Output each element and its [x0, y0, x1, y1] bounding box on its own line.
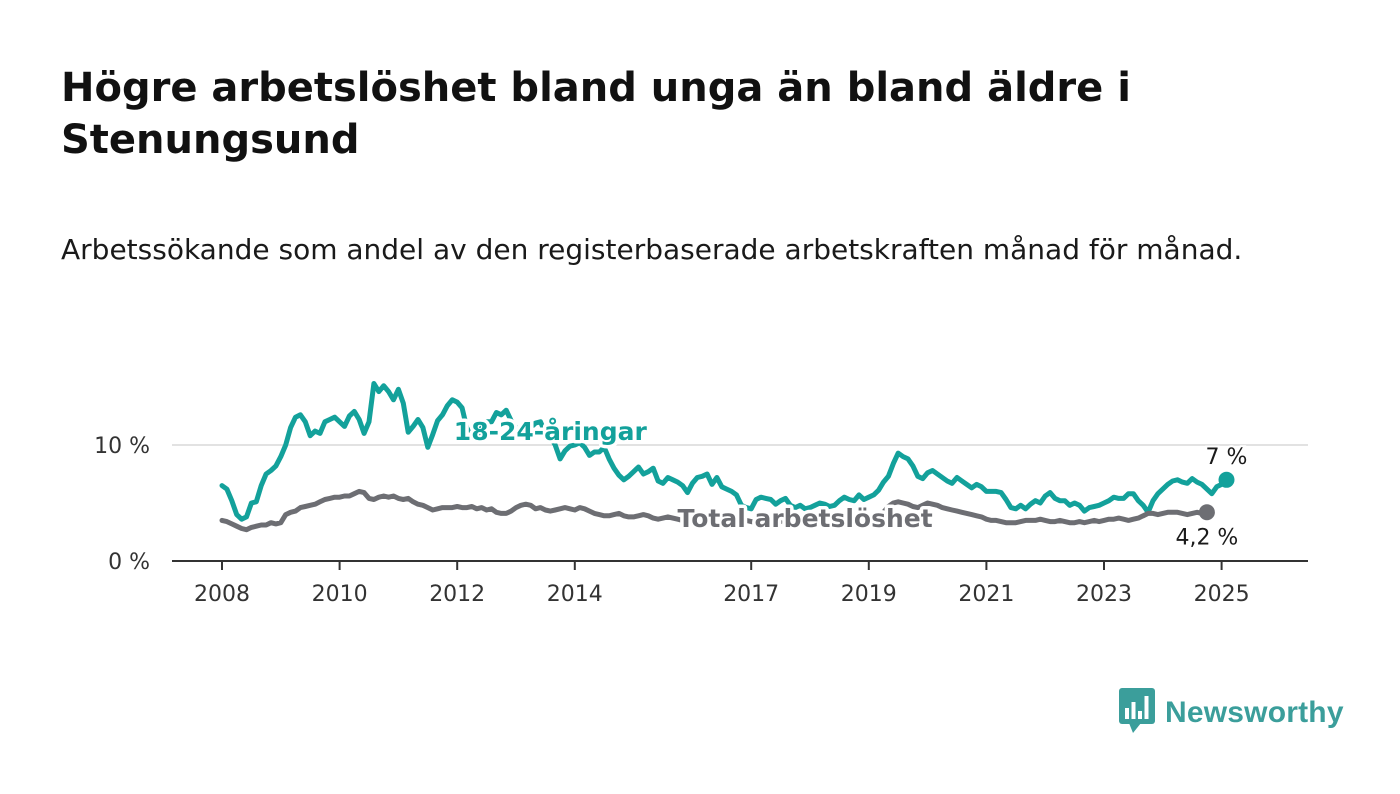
- newsworthy-logo: Newsworthy: [1119, 688, 1344, 738]
- series-name-label: 18-24-åringar: [454, 417, 648, 446]
- x-tick-label: 2010: [312, 582, 368, 607]
- x-tick-label: 2017: [723, 582, 779, 607]
- series-line-youth: [219, 381, 1229, 522]
- x-tick-label: 2012: [429, 582, 485, 607]
- bar-chart-speech-bubble-icon: [1119, 688, 1155, 738]
- x-tick-label: 2019: [841, 582, 897, 607]
- brand-name: Newsworthy: [1165, 696, 1344, 729]
- series-end-marker: [1198, 504, 1215, 521]
- x-tick-label: 2023: [1076, 582, 1132, 607]
- series-end-label: 4,2 %: [1175, 525, 1238, 550]
- series-layer: [219, 381, 1235, 533]
- label-layer: 7 % 4,2 % 18-24-åringar Total arbetslöshet: [450, 414, 1249, 553]
- y-tick-label: 10 %: [94, 434, 150, 459]
- series-line-total: [219, 488, 1210, 533]
- grid-layer: 0 % 10 % 2008 2010 2012 2014 2017 2019 2021 2023 2…: [94, 434, 1308, 607]
- x-tick-label: 2025: [1194, 582, 1250, 607]
- x-tick-label: 2021: [958, 582, 1014, 607]
- x-tick-label: 2014: [547, 582, 603, 607]
- series-name-label: Total arbetslöshet: [677, 504, 932, 533]
- series-end-marker: [1218, 471, 1235, 488]
- x-tick-label: 2008: [194, 582, 250, 607]
- chart-title: Högre arbetslöshet bland unga än bland ä…: [61, 65, 1131, 163]
- y-tick-label: 0 %: [108, 550, 150, 575]
- chart-subtitle: Arbetssökande som andel av den registerb…: [61, 233, 1243, 266]
- series-end-label: 7 %: [1206, 445, 1248, 470]
